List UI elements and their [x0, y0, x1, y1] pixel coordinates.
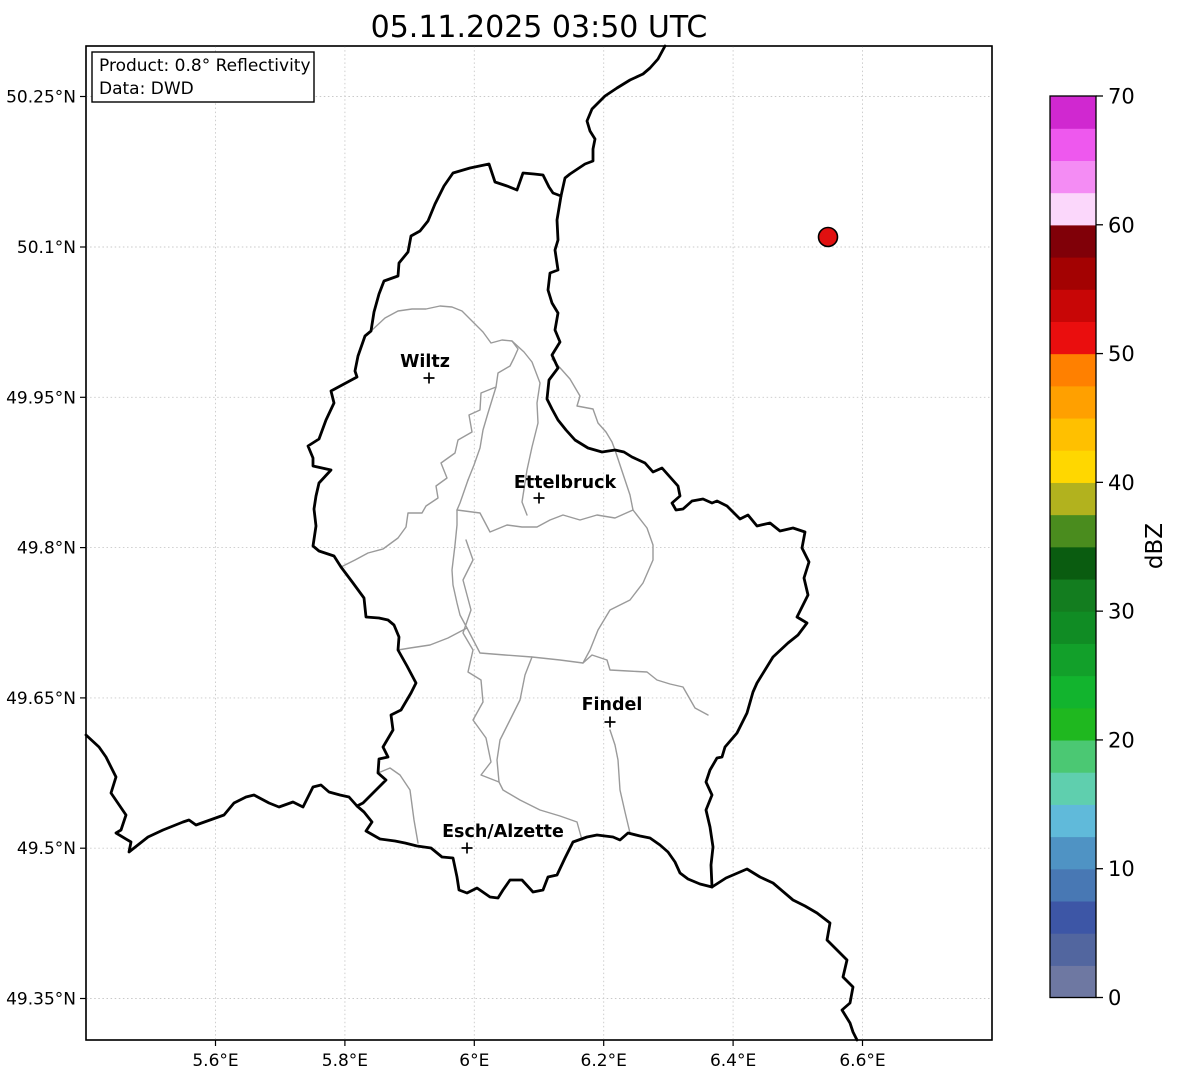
- colorbar-segment: [1050, 450, 1096, 483]
- y-tick-label: 49.35°N: [6, 990, 76, 1010]
- district-border: [614, 449, 634, 511]
- district-border: [451, 509, 468, 629]
- y-tick-label: 49.8°N: [17, 539, 76, 559]
- district-border: [496, 656, 533, 783]
- colorbar-tick-label: 70: [1108, 85, 1135, 109]
- annotation-data-line: Data: DWD: [99, 79, 194, 99]
- colorbar-tick-label: 10: [1108, 857, 1135, 881]
- colorbar-segment: [1050, 514, 1096, 548]
- city: Findel: [582, 695, 643, 728]
- country-border-segment: [84, 733, 359, 854]
- city: Ettelbruck: [514, 473, 617, 504]
- colorbar-segment: [1050, 160, 1096, 194]
- y-tick-label: 49.65°N: [6, 689, 76, 709]
- district-border: [582, 654, 709, 716]
- city-label: Wiltz: [400, 352, 450, 372]
- city-plus-marker: [604, 716, 616, 728]
- colorbar-segment: [1050, 772, 1096, 805]
- city-label: Findel: [582, 695, 643, 715]
- x-tick-label: 6.6°E: [839, 1051, 885, 1071]
- y-tick-label: 50.25°N: [6, 88, 76, 108]
- colorbar-tick-label: 20: [1108, 728, 1135, 752]
- colorbar-segment: [1050, 482, 1096, 516]
- colorbar-segment: [1050, 900, 1096, 934]
- colorbar-segment: [1050, 417, 1096, 451]
- country-border-segment: [710, 867, 859, 1042]
- luxembourg-border-layer: [306, 162, 811, 900]
- district-border: [377, 767, 419, 844]
- district-border: [340, 305, 519, 568]
- city-label: Esch/Alzette: [442, 822, 564, 842]
- colorbar-segment: [1050, 385, 1096, 419]
- x-tick-label: 6°E: [459, 1051, 489, 1071]
- annotation-product-line: Product: 0.8° Reflectivity: [99, 56, 311, 76]
- gridlines-layer: [86, 46, 992, 1040]
- plot-frame-overlay: [85, 45, 993, 1041]
- city-plus-marker: [461, 842, 473, 854]
- colorbar-segment: [1050, 192, 1096, 226]
- colorbar-segment: [1050, 836, 1096, 870]
- country-border-segment: [559, 44, 667, 198]
- colorbar-segment: [1050, 804, 1096, 838]
- colorbar-tick-label: 50: [1108, 342, 1135, 366]
- city-label: Ettelbruck: [514, 473, 617, 493]
- x-tick-label: 6.2°E: [581, 1051, 627, 1071]
- x-tick-label: 6.4°E: [710, 1051, 756, 1071]
- luxembourg-outline: [306, 162, 811, 900]
- colorbar-segment: [1050, 256, 1096, 290]
- city-markers-layer: Wiltz Ettelbruck Findel Esch/Alzette: [400, 352, 642, 854]
- colorbar-segment: [1050, 965, 1096, 999]
- y-tick-label: 50.1°N: [17, 238, 76, 258]
- city-plus-marker: [423, 372, 435, 384]
- x-tick-label: 5.8°E: [322, 1051, 368, 1071]
- colorbar-segment: [1050, 128, 1096, 161]
- colorbar-segment: [1050, 578, 1096, 612]
- colorbar-segment: [1050, 739, 1096, 773]
- page-title: 05.11.2025 03:50 UTC: [371, 10, 708, 45]
- district-border: [456, 479, 634, 533]
- city: Wiltz: [400, 352, 450, 384]
- colorbar-tick-label: 60: [1108, 213, 1135, 237]
- annotation-box-frame: [91, 51, 315, 103]
- radar-site-dot: [817, 226, 839, 248]
- colorbar-frame: [1049, 95, 1097, 999]
- neighbor-country-borders-layer: [84, 44, 859, 1042]
- city: Esch/Alzette: [442, 822, 564, 854]
- colorbar-segment: [1050, 96, 1096, 129]
- colorbar-unit-label: dBZ: [1142, 523, 1168, 569]
- y-tick-label: 49.5°N: [17, 839, 76, 859]
- plot-frame: [85, 45, 993, 1041]
- city-plus-marker: [533, 492, 545, 504]
- annotation-box: Product: 0.8° Reflectivity Data: DWD: [91, 51, 315, 103]
- district-border: [462, 539, 583, 841]
- colorbar-segment: [1050, 353, 1096, 387]
- district-border: [551, 358, 616, 451]
- colorbar-segment: [1050, 289, 1096, 322]
- colorbar-segment: [1050, 933, 1096, 966]
- colorbar-segment: [1050, 611, 1096, 644]
- district-border: [467, 386, 497, 481]
- colorbar-segment: [1050, 707, 1096, 741]
- colorbar-segment: [1050, 224, 1096, 258]
- district-border: [609, 729, 631, 834]
- radar-site-layer: [817, 226, 839, 248]
- x-tick-label: 5.6°E: [192, 1051, 238, 1071]
- colorbar: 0 10 20 30 40 50 60 70: [1049, 85, 1135, 1010]
- colorbar-segment: [1050, 546, 1096, 580]
- colorbar-segment: [1050, 675, 1096, 709]
- colorbar-tick-label: 0: [1108, 986, 1121, 1010]
- y-tick-label: 49.95°N: [6, 388, 76, 408]
- colorbar-segment: [1050, 643, 1096, 677]
- district-borders-layer: [340, 305, 709, 844]
- axis-ticks-layer: 5.6°E 5.8°E 6°E 6.2°E 6.4°E 6.6°E 50.25°N 50.1°…: [6, 88, 886, 1072]
- colorbar-tick-label: 30: [1108, 600, 1135, 624]
- colorbar-segment: [1050, 321, 1096, 355]
- colorbar-segment: [1050, 868, 1096, 902]
- district-border: [511, 340, 541, 516]
- colorbar-tick-label: 40: [1108, 471, 1135, 495]
